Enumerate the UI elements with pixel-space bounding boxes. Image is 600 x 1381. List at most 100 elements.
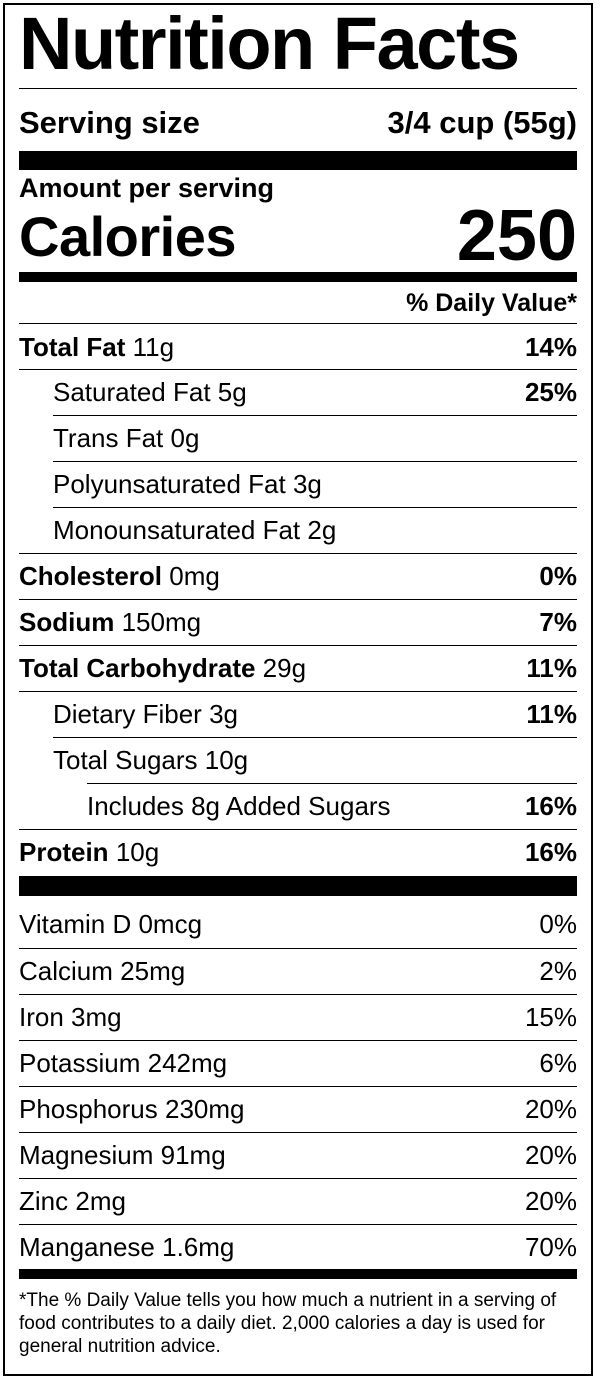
row-divider	[19, 553, 577, 554]
row-divider	[53, 415, 577, 416]
calories-row: Calories 250	[19, 196, 577, 276]
nutrient-row-trans-fat: Trans Fat 0g	[19, 416, 577, 461]
row-divider	[19, 1224, 577, 1225]
nutrient-row-total-sugars: Total Sugars 10g	[19, 738, 577, 783]
nutrient-name: Dietary Fiber	[53, 699, 202, 729]
nutrient-amount: 3g	[292, 469, 322, 499]
row-divider	[87, 783, 577, 784]
vitamin-dv: 6%	[539, 1048, 577, 1078]
vitamin-amount: 3mg	[71, 1002, 122, 1032]
nutrient-amount: 29g	[262, 653, 307, 683]
vitamin-amount: 242mg	[147, 1048, 228, 1078]
vitamin-dv: 2%	[539, 956, 577, 986]
nutrient-name: Cholesterol	[19, 561, 163, 591]
nutrient-dv: 11%	[526, 699, 577, 729]
calories-label: Calories	[19, 204, 237, 268]
nutrient-name: Total Fat	[19, 331, 126, 362]
vitamin-row-iron: Iron 3mg 15%	[19, 995, 577, 1040]
title-divider	[19, 88, 577, 89]
vitamin-name: Vitamin D	[19, 909, 132, 939]
vitamin-dv: 20%	[524, 1140, 577, 1170]
vitamin-name: Manganese	[19, 1232, 155, 1262]
vitamin-name: Iron	[19, 1002, 64, 1032]
vitamin-name: Potassium	[19, 1048, 141, 1078]
nutrient-dv: 16%	[524, 837, 577, 867]
vitamin-dv: 20%	[524, 1094, 577, 1124]
label-content: Nutrition Facts Serving size 3/4 cup (55…	[19, 5, 577, 1374]
vitamin-amount: 2mg	[75, 1186, 126, 1216]
row-divider	[53, 737, 577, 738]
nutrient-amount: 10g	[204, 745, 249, 775]
vitamin-amount: 25mg	[120, 956, 186, 986]
vitamin-amount: 91mg	[160, 1140, 226, 1170]
nutrient-amount: 3g	[209, 699, 238, 729]
nutrient-amount: 5g	[217, 377, 247, 407]
vitamin-row-phosphorus: Phosphorus 230mg 20%	[19, 1087, 577, 1132]
serving-size-row: Serving size 3/4 cup (55g)	[19, 97, 577, 149]
nutrient-dv: 0%	[539, 561, 577, 591]
nutrient-row-dietary-fiber: Dietary Fiber 3g 11%	[19, 692, 577, 737]
vitamin-row-vitamin-d: Vitamin D 0mcg 0%	[19, 902, 577, 947]
vitamin-dv: 0%	[539, 909, 577, 939]
nutrient-row-sodium: Sodium 150mg 7%	[19, 600, 577, 645]
calories-value: 250	[456, 196, 577, 276]
nutrient-amount: 0g	[170, 423, 200, 453]
vitamin-name: Zinc	[19, 1186, 69, 1216]
nutrient-name: Monounsaturated Fat	[53, 515, 301, 545]
vitamin-name: Calcium	[19, 956, 113, 986]
thick-divider-protein	[19, 876, 577, 896]
serving-size-label: Serving size	[19, 105, 200, 140]
nutrient-name: Sodium	[19, 607, 115, 637]
nutrient-name: Trans Fat	[53, 423, 164, 453]
row-divider	[19, 829, 577, 830]
nutrient-row-protein: Protein 10g 16%	[19, 830, 577, 875]
nutrient-amount: 0mg	[169, 561, 220, 591]
vitamin-amount: 230mg	[165, 1094, 245, 1124]
nutrient-dv: 7%	[539, 607, 577, 637]
vitamin-row-magnesium: Magnesium 91mg 20%	[19, 1133, 577, 1178]
row-divider	[19, 994, 577, 995]
vitamin-dv: 20%	[524, 1186, 577, 1216]
row-divider	[53, 507, 577, 508]
row-divider	[53, 461, 577, 462]
vitamin-dv: 70%	[524, 1232, 577, 1262]
nutrient-name: Total Sugars	[53, 745, 198, 775]
vitamin-row-potassium: Potassium 242mg 6%	[19, 1041, 577, 1086]
nutrition-facts-label: Nutrition Facts Serving size 3/4 cup (55…	[3, 3, 593, 1376]
nutrient-row-monounsaturated-fat: Monounsaturated Fat 2g	[19, 508, 577, 553]
nutrient-dv: 25%	[524, 377, 577, 407]
nutrient-name: Polyunsaturated Fat	[53, 469, 286, 499]
vitamin-row-manganese: Manganese 1.6mg 70%	[19, 1225, 577, 1270]
vitamin-name: Phosphorus	[19, 1094, 158, 1124]
nutrient-amount: 10g	[115, 837, 160, 867]
daily-value-footnote: *The % Daily Value tells you how much a …	[19, 1290, 557, 1357]
nutrient-dv: 16%	[524, 791, 577, 821]
nutrient-row-saturated-fat: Saturated Fat 5g 25%	[19, 370, 577, 415]
row-divider	[19, 599, 577, 600]
daily-value-header: % Daily Value*	[406, 289, 577, 317]
vitamin-amount: 1.6mg	[162, 1232, 235, 1262]
row-divider	[19, 691, 577, 692]
nutrient-row-cholesterol: Cholesterol 0mg 0%	[19, 554, 577, 599]
amount-per-serving: Amount per serving	[19, 173, 275, 203]
serving-size-value: 3/4 cup (55g)	[387, 105, 578, 140]
thick-divider-calories	[19, 272, 577, 282]
vitamin-dv: 15%	[524, 1002, 577, 1032]
vitamin-row-calcium: Calcium 25mg 2%	[19, 949, 577, 994]
row-divider	[19, 645, 577, 646]
row-divider	[19, 1178, 577, 1179]
nutrient-dv: 14%	[524, 331, 577, 362]
vitamin-name: Magnesium	[19, 1140, 154, 1170]
nutrient-row-total-fat: Total Fat 11g 14%	[19, 325, 577, 369]
row-divider	[19, 369, 577, 370]
nutrient-amount: 2g	[307, 515, 337, 545]
nutrient-name: Protein	[19, 837, 109, 867]
row-divider	[19, 948, 577, 949]
nutrient-row-polyunsaturated-fat: Polyunsaturated Fat 3g	[19, 462, 577, 507]
nutrient-dv: 11%	[526, 653, 577, 683]
vitamin-amount: 0mcg	[138, 909, 203, 939]
thick-divider-footnote	[19, 1269, 577, 1279]
nutrient-name: Total Carbohydrate	[19, 653, 256, 683]
row-divider	[19, 323, 577, 324]
label-title: Nutrition Facts	[19, 2, 520, 85]
